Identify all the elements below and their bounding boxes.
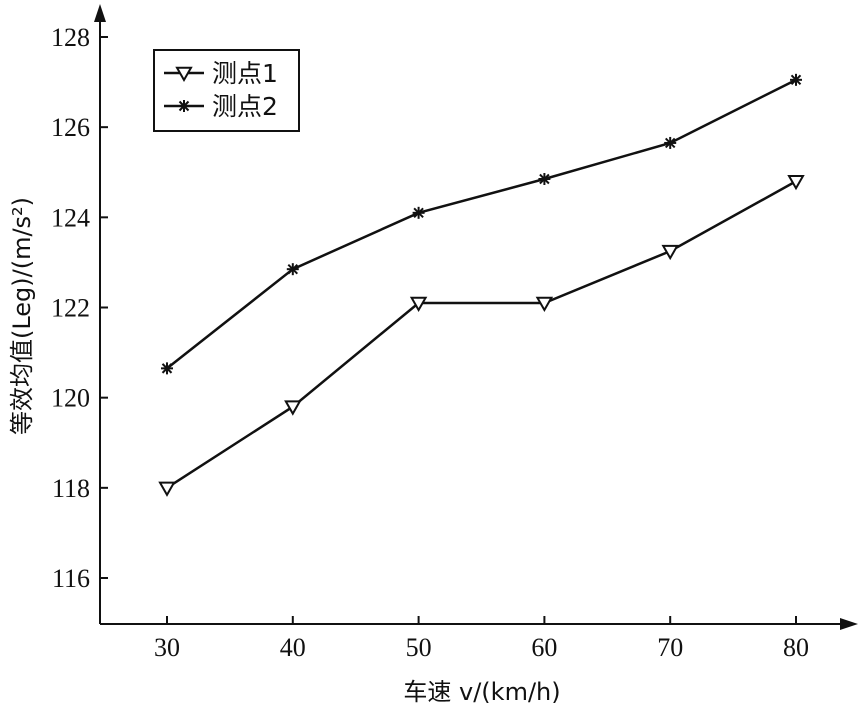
y-tick-label: 116 (52, 564, 90, 593)
y-tick-label: 128 (51, 23, 90, 52)
y-axis-title: 等效均值(Leg)/(m/s²) (8, 197, 36, 435)
data-point (664, 136, 677, 149)
x-tick-label: 70 (657, 633, 683, 662)
series-2 (161, 73, 802, 375)
x-axis (100, 618, 858, 630)
y-tick-label: 122 (51, 294, 90, 323)
x-axis-title: 车速 v/(km/h) (403, 678, 560, 706)
data-point (158, 481, 176, 497)
data-point (790, 73, 802, 86)
legend-item-2: 测点2 (164, 92, 278, 121)
data-point (409, 296, 428, 313)
data-point (286, 263, 299, 276)
series-1 (158, 175, 805, 497)
x-tick-label: 50 (406, 633, 432, 662)
y-ticks: 116 118 120 122 124 126 128 (51, 23, 108, 593)
legend-marker (175, 66, 193, 83)
series-layer (158, 73, 805, 497)
x-tick-label: 80 (783, 633, 809, 662)
y-axis (94, 4, 106, 624)
x-tick-label: 30 (154, 633, 180, 662)
series-line (166, 180, 797, 489)
series-line (166, 78, 797, 370)
y-tick-label: 124 (51, 203, 90, 232)
x-tick-label: 60 (531, 633, 557, 662)
data-point (284, 400, 302, 416)
data-point (787, 175, 805, 191)
legend-box (153, 49, 300, 132)
data-point (535, 296, 554, 313)
legend-label: 测点1 (212, 59, 278, 88)
y-tick-label: 126 (51, 113, 90, 142)
x-tick-label: 40 (280, 633, 306, 662)
data-point (412, 206, 425, 219)
data-point (161, 362, 173, 375)
data-point (661, 244, 679, 261)
legend-marker (178, 100, 190, 112)
legend-label: 测点2 (212, 92, 278, 121)
x-axis-arrow (840, 618, 858, 630)
y-axis-arrow (94, 4, 106, 22)
legend-item-1: 测点1 (164, 59, 278, 88)
y-tick-label: 120 (51, 384, 90, 413)
data-point (538, 173, 551, 186)
x-ticks: 30 40 50 60 70 80 (154, 616, 809, 662)
y-tick-label: 118 (52, 474, 90, 503)
